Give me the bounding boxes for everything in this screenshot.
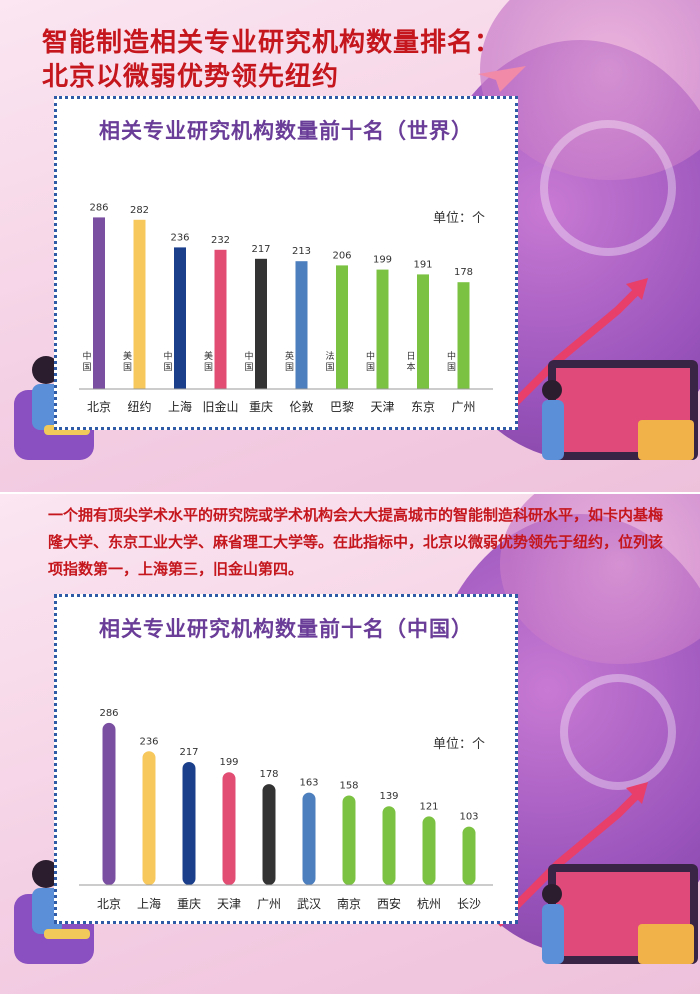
bar	[214, 249, 227, 389]
description-text: 一个拥有顶尖学术水平的研究院或学术机构会大大提高城市的智能制造科研水平，如卡内基…	[48, 506, 664, 578]
data-label: 213	[292, 246, 311, 257]
country-label: 美	[204, 350, 213, 362]
category-label: 天津	[370, 400, 394, 414]
data-label: 199	[219, 757, 238, 768]
country-label: 国	[285, 362, 294, 373]
country-label: 中	[163, 350, 172, 362]
bar	[376, 269, 389, 389]
bar	[417, 274, 429, 389]
paper-plane-icon	[478, 66, 526, 92]
country-label: 法	[325, 350, 334, 362]
bar	[295, 261, 308, 389]
unit-label: 单位：个	[432, 211, 485, 226]
country-label: 日	[406, 351, 415, 362]
category-label: 广州	[257, 897, 281, 911]
data-label: 282	[130, 205, 149, 216]
data-label: 139	[379, 791, 398, 802]
data-label: 163	[299, 778, 318, 789]
category-label: 重庆	[177, 897, 201, 911]
country-label: 国	[163, 362, 172, 373]
country-label: 国	[244, 362, 253, 373]
chart-title: 相关专业研究机构数量前十名（世界）	[99, 119, 473, 143]
category-label: 纽约	[127, 399, 151, 414]
headline-line2: 北京以微弱优势领先纽约	[42, 62, 340, 92]
headline-line1: 智能制造相关专业研究机构数量排名：	[42, 28, 502, 58]
category-label: 杭州	[417, 896, 441, 911]
data-label: 121	[419, 801, 438, 812]
country-label: 中	[366, 350, 375, 362]
country-label: 国	[204, 362, 213, 373]
country-label: 中	[244, 350, 253, 362]
world-bar-chart: 286北京中国282纽约美国236上海中国232旧金山美国217重庆中国213伦…	[79, 202, 493, 414]
bar	[182, 762, 196, 885]
china-chart-card: 相关专业研究机构数量前十名（中国） 单位：个 286 北京 236 上海 217 重庆 19…	[54, 594, 518, 924]
presenter-illustration	[495, 278, 698, 460]
bar	[462, 826, 476, 885]
category-label: 长沙	[457, 897, 481, 911]
bar	[142, 751, 156, 885]
country-label: 国	[82, 362, 91, 373]
data-label: 286	[89, 202, 108, 213]
china-section: 一个拥有顶尖学术水平的研究院或学术机构会大大提高城市的智能制造科研水平，如卡内基…	[0, 494, 700, 994]
bar	[102, 722, 116, 885]
category-label: 重庆	[249, 400, 273, 414]
data-label: 217	[179, 747, 198, 758]
country-label: 中	[82, 350, 91, 362]
country-label: 国	[123, 362, 132, 373]
category-label: 天津	[217, 897, 241, 911]
bar	[222, 772, 236, 885]
bar	[457, 282, 470, 389]
data-label: 236	[139, 736, 158, 747]
world-section: 智能制造相关专业研究机构数量排名： 北京以微弱优势领先纽约 相关专业研究机构数量…	[0, 0, 700, 492]
country-label: 中	[447, 350, 456, 362]
category-label: 上海	[137, 896, 161, 911]
china-bar-chart: 286 北京 236 上海 217 重庆 199 天津 178 广州 163 武汉 158 南京 139 西安…	[79, 708, 493, 911]
bar	[93, 217, 105, 389]
category-label: 伦敦	[289, 399, 313, 414]
category-label: 东京	[411, 400, 435, 414]
country-label: 本	[406, 361, 415, 373]
country-label: 英	[285, 350, 294, 362]
section-divider	[0, 492, 700, 494]
data-label: 286	[99, 708, 118, 719]
data-label: 178	[259, 769, 278, 780]
category-label: 旧金山	[202, 399, 238, 414]
data-label: 178	[454, 267, 473, 278]
country-label: 国	[325, 362, 334, 373]
bar	[342, 795, 356, 885]
category-label: 武汉	[297, 897, 321, 911]
bar	[255, 258, 267, 389]
decor-ring	[560, 674, 676, 790]
country-label: 国	[366, 362, 375, 373]
category-label: 西安	[377, 896, 401, 911]
world-chart-card: 相关专业研究机构数量前十名（世界） 单位：个 286 北京中国 282 纽约美国 236…	[54, 96, 518, 430]
presenter-illustration	[495, 782, 698, 964]
data-label: 206	[332, 250, 351, 261]
category-label: 北京	[87, 400, 111, 414]
bar	[336, 265, 348, 389]
bar	[262, 784, 276, 885]
data-label: 191	[413, 259, 432, 270]
category-label: 北京	[97, 897, 121, 911]
country-label: 国	[447, 362, 456, 373]
data-label: 158	[339, 780, 358, 791]
data-label: 236	[170, 232, 189, 243]
bar	[133, 219, 146, 389]
category-label: 上海	[168, 399, 192, 414]
unit-label: 单位：个	[432, 737, 485, 752]
category-label: 巴黎	[330, 400, 354, 414]
bar	[382, 806, 396, 885]
decor-ring	[540, 120, 676, 256]
bar	[302, 792, 316, 885]
data-label: 217	[251, 244, 270, 255]
country-label: 美	[123, 350, 132, 362]
bar	[422, 816, 436, 885]
chart-title: 相关专业研究机构数量前十名（中国）	[99, 617, 473, 641]
data-label: 103	[459, 812, 478, 823]
category-label: 南京	[337, 896, 361, 911]
bar	[174, 247, 186, 389]
data-label: 232	[211, 235, 230, 246]
data-label: 199	[373, 255, 392, 266]
category-label: 广州	[451, 400, 475, 414]
